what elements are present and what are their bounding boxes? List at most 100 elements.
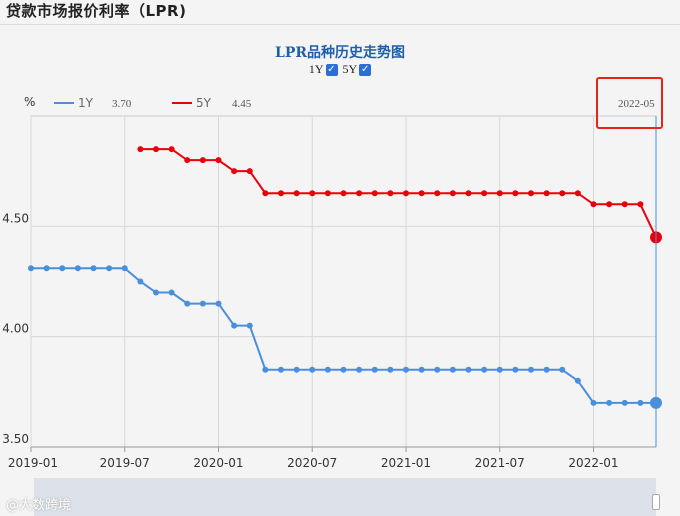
- series-1y-point[interactable]: [637, 399, 644, 406]
- series-5y-point[interactable]: [356, 190, 363, 197]
- series-5y-point[interactable]: [387, 190, 394, 197]
- series-1y-point[interactable]: [106, 265, 113, 272]
- series-1y-point[interactable]: [356, 366, 363, 373]
- series-1y-point[interactable]: [418, 366, 425, 373]
- x-tick-label: 2020-07: [287, 456, 337, 470]
- series-1y-point[interactable]: [543, 366, 550, 373]
- series-1y-point[interactable]: [403, 366, 409, 373]
- series-5y-point[interactable]: [231, 168, 238, 175]
- grid-lines: [30, 115, 657, 448]
- series-5y-point[interactable]: [340, 190, 347, 197]
- series-1y-point[interactable]: [153, 289, 159, 296]
- series-5y-point[interactable]: [418, 190, 425, 197]
- series-1y-point[interactable]: [387, 366, 394, 373]
- toggle-5y-label: 5Y: [342, 62, 358, 76]
- series-5y-point[interactable]: [262, 190, 269, 197]
- series-5y-point[interactable]: [528, 190, 534, 197]
- toggle-5y[interactable]: 5Y ✓: [343, 62, 372, 77]
- x-tick-label: 2022-01: [568, 456, 618, 470]
- series-5y-point[interactable]: [465, 190, 472, 197]
- checkbox-1y-icon[interactable]: ✓: [325, 63, 338, 76]
- series-1y-point[interactable]: [496, 366, 503, 373]
- series-5y-point[interactable]: [278, 190, 284, 197]
- x-tick-label: 2020-01: [193, 456, 243, 470]
- series-5y-point[interactable]: [543, 190, 550, 197]
- series-1y-point[interactable]: [340, 366, 347, 373]
- chart-title: LPR品种历史走势图: [274, 45, 405, 61]
- series-5y-point[interactable]: [434, 190, 441, 197]
- series-5y-point[interactable]: [184, 157, 191, 164]
- x-tick-label: 2021-01: [381, 456, 431, 470]
- series-layer: [28, 146, 662, 409]
- series-5y-point[interactable]: [324, 190, 331, 197]
- series-5y-point[interactable]: [137, 146, 144, 153]
- series-1y-point[interactable]: [434, 366, 441, 373]
- y-tick-label: 3.50: [2, 432, 29, 446]
- series-1y-point[interactable]: [231, 322, 238, 329]
- series-5y-point[interactable]: [559, 190, 566, 197]
- series-1y-point[interactable]: [606, 399, 613, 406]
- x-tick-label: 2019-01: [8, 456, 58, 470]
- series-1y-point[interactable]: [215, 300, 222, 307]
- page-title: 贷款市场报价利率（LPR): [6, 2, 187, 20]
- legend-5y-name: 5Y: [196, 96, 212, 110]
- series-1y-point[interactable]: [309, 366, 316, 373]
- series-1y-point[interactable]: [199, 300, 206, 307]
- series-5y-point[interactable]: [309, 190, 316, 197]
- series-1y-point[interactable]: [74, 265, 81, 272]
- lpr-chart[interactable]: 3.50 4.00 4.50 2019-01 2019-07 2020-01 2020-07…: [0, 0, 680, 478]
- x-tick-label: 2019-07: [100, 456, 150, 470]
- series-5y-line: [140, 148, 657, 238]
- checkbox-5y-icon[interactable]: ✓: [359, 63, 372, 76]
- series-1y-point[interactable]: [246, 322, 253, 329]
- series-5y-point[interactable]: [481, 190, 488, 197]
- series-5y-point[interactable]: [574, 190, 581, 197]
- legend-1y-name: 1Y: [78, 96, 94, 110]
- series-1y-point[interactable]: [574, 377, 581, 384]
- toggle-1y-label: 1Y: [308, 62, 324, 76]
- series-1y-point[interactable]: [371, 366, 378, 373]
- series-1y-point[interactable]: [590, 399, 597, 406]
- series-toggles: 1Y ✓ 5Y ✓: [0, 62, 680, 77]
- series-1y-point[interactable]: [621, 399, 628, 406]
- datazoom-slider[interactable]: [34, 478, 656, 516]
- series-5y-point[interactable]: [403, 190, 409, 197]
- series-1y-point[interactable]: [121, 265, 128, 272]
- series-1y-point[interactable]: [324, 366, 331, 373]
- series-1y-point[interactable]: [43, 265, 50, 272]
- series-5y-point[interactable]: [199, 157, 206, 164]
- datazoom-handle[interactable]: [652, 494, 660, 510]
- series-1y-point[interactable]: [481, 366, 488, 373]
- series-1y-point[interactable]: [59, 265, 66, 272]
- series-1y-point[interactable]: [28, 265, 34, 272]
- series-5y-point[interactable]: [590, 201, 597, 208]
- series-1y-point[interactable]: [528, 366, 534, 373]
- series-1y-point[interactable]: [559, 366, 566, 373]
- series-1y-point[interactable]: [512, 366, 519, 373]
- series-1y-point[interactable]: [262, 366, 269, 373]
- series-1y-point[interactable]: [278, 366, 284, 373]
- series-1y-point[interactable]: [168, 289, 175, 296]
- series-5y-point[interactable]: [153, 146, 159, 153]
- series-1y-point[interactable]: [90, 265, 97, 272]
- series-5y-point[interactable]: [637, 201, 644, 208]
- series-5y-point[interactable]: [621, 201, 628, 208]
- series-5y-point[interactable]: [512, 190, 519, 197]
- series-1y-point[interactable]: [449, 366, 456, 373]
- y-axis-unit: %: [24, 95, 35, 109]
- series-5y-point[interactable]: [449, 190, 456, 197]
- series-5y-point[interactable]: [215, 157, 222, 164]
- series-1y-point[interactable]: [293, 366, 300, 373]
- series-5y-point[interactable]: [246, 168, 253, 175]
- toggle-1y[interactable]: 1Y ✓: [309, 62, 338, 77]
- series-5y-point[interactable]: [293, 190, 300, 197]
- series-5y-point[interactable]: [371, 190, 378, 197]
- series-5y-point[interactable]: [606, 201, 613, 208]
- legend-1y-value: 3.70: [112, 98, 132, 110]
- series-1y-point[interactable]: [184, 300, 191, 307]
- y-tick-label: 4.50: [2, 211, 29, 225]
- series-1y-point[interactable]: [465, 366, 472, 373]
- series-1y-point[interactable]: [137, 278, 144, 285]
- series-5y-point[interactable]: [496, 190, 503, 197]
- series-5y-point[interactable]: [168, 146, 175, 153]
